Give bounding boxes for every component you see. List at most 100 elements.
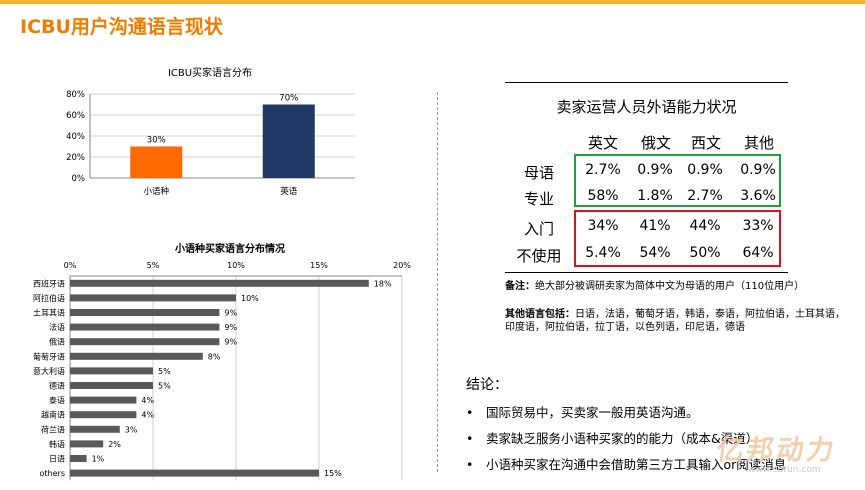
- table-cell: 50%: [689, 245, 721, 261]
- other-languages-text: 日语，法语，葡萄牙语，韩语，泰语，阿拉伯语，土耳其语，印度语，阿拉伯语，拉丁语，…: [505, 309, 845, 333]
- chart2-data-label: 4%: [141, 411, 154, 420]
- chart2-bar: [70, 382, 153, 389]
- chart2-y-label: 土耳其语: [33, 308, 65, 318]
- chart2-bar: [70, 396, 137, 404]
- table-cell: 34%: [587, 218, 619, 234]
- chart2-bar: [70, 411, 137, 419]
- chart2-bar: [70, 309, 220, 316]
- table-cell: 5.4%: [585, 245, 621, 261]
- conclusion-item: • 国际贸易中，买卖家一般用英语沟通。: [466, 402, 699, 421]
- chart2-bar: [70, 279, 369, 287]
- chart2-bar: [70, 294, 236, 302]
- table-row-label: 不使用: [516, 247, 562, 265]
- chart1-y-tick-label: 40%: [66, 132, 85, 142]
- table-col-header: 俄文: [640, 134, 671, 152]
- chart2-y-label: 越南语: [41, 410, 65, 420]
- chart2-data-label: 9%: [224, 323, 237, 332]
- chart2-data-label: 1%: [92, 455, 105, 464]
- table-cell: 44%: [689, 218, 721, 234]
- watermark-logo: 亿邦动力: [714, 435, 839, 466]
- chart2-y-label: 俄语: [49, 337, 65, 347]
- table-cell: 64%: [742, 245, 774, 261]
- table-cell: 3.6%: [740, 188, 776, 204]
- native-professional-highlight-box: [574, 154, 781, 207]
- chart2-data-label: 8%: [208, 352, 221, 361]
- table-cell: 41%: [639, 218, 671, 234]
- other-languages-note: 其他语言包括：日语，法语，葡萄牙语，韩语，泰语，阿拉伯语，土耳其语，印度语，阿拉…: [505, 308, 845, 334]
- chart2-bar: [70, 425, 120, 433]
- chart2-bar: [70, 367, 153, 375]
- bullet-icon: •: [466, 431, 474, 446]
- chart2-x-tick-label: 20%: [393, 261, 411, 270]
- chart2-bar: [70, 338, 220, 346]
- chart2-y-label: 荷兰语: [41, 424, 65, 434]
- remark-text: 绝大部分被调研卖家为简体中文为母语的用户（110位用户）: [535, 281, 805, 292]
- chart2-x-ticks: 0% 5% 10% 15% 20%: [64, 261, 412, 270]
- chart2-y-label: others: [40, 469, 65, 478]
- table-col-header: 西文: [690, 134, 721, 152]
- conclusion-item: • 卖家缺乏服务小语种买家的的能力（成本&渠道）: [466, 428, 758, 447]
- chart1-y-tick-label: 0%: [72, 174, 86, 184]
- chart1-bars: [130, 104, 315, 178]
- conclusion-text: 卖家缺乏服务小语种买家的的能力（成本&渠道）: [486, 431, 759, 446]
- table-cell: 33%: [742, 218, 774, 234]
- conclusion-text: 小语种买家在沟通中会借助第三方工具输入or阅读消息: [486, 457, 787, 472]
- chart2-y-label: 法语: [49, 322, 65, 332]
- chart2-data-label: 9%: [224, 338, 237, 347]
- chart1-y-tick-label: 80%: [66, 90, 85, 100]
- chart2-y-label: 韩语: [49, 439, 65, 449]
- chart2-y-label: 葡萄牙语: [33, 351, 65, 361]
- chart1-y-ticks: 0% 20% 40% 60% 80%: [66, 90, 85, 184]
- chart2-y-label: 德语: [49, 381, 65, 391]
- chart2-x-tick-label: 5%: [147, 261, 160, 270]
- chart2-bar: [70, 352, 203, 360]
- chart2-bars: [70, 279, 369, 477]
- section-divider: [437, 92, 438, 472]
- chart1-y-tick-label: 20%: [66, 153, 85, 163]
- bullet-icon: •: [466, 457, 474, 472]
- remark-note: 备注：绝大部分被调研卖家为简体中文为母语的用户（110位用户）: [505, 280, 845, 294]
- table-top-rule: [505, 82, 788, 83]
- beginner-unused-highlight-box: [574, 210, 781, 267]
- table-row-label: 专业: [523, 190, 554, 208]
- table-cell: 54%: [639, 245, 671, 261]
- chart1-x-label: 英语: [280, 186, 298, 197]
- table-bottom-rule: [505, 272, 788, 273]
- chart1-bar: [262, 104, 315, 178]
- chart1-x-label: 小语种: [143, 186, 169, 197]
- chart2-data-label: 4%: [141, 396, 154, 405]
- slide-title: ICBU用户沟通语言现状: [20, 16, 223, 38]
- buyer-language-chart: ICBU买家语言分布 0% 20% 40% 60% 80% 小语种 英语 30% 70%: [66, 66, 355, 197]
- table-cell: 0.9%: [637, 162, 673, 178]
- chart2-data-labels: 18%10%9%9%9%8%5%5%4%4%3%2%1%15%: [92, 279, 392, 478]
- chart2-y-label: 日语: [49, 454, 65, 464]
- table-col-header: 英文: [587, 134, 618, 152]
- chart2-y-label: 意大利语: [33, 366, 65, 376]
- table-cell: 58%: [587, 188, 619, 204]
- table-cell: 1.8%: [637, 188, 673, 204]
- remark-label: 备注：: [505, 281, 535, 292]
- conclusion-text: 国际贸易中，买卖家一般用英语沟通。: [486, 405, 699, 420]
- table-cell: 2.7%: [687, 188, 723, 204]
- chart2-y-label: 阿拉伯语: [33, 293, 65, 303]
- chart2-bar: [70, 469, 319, 477]
- bullet-icon: •: [466, 405, 474, 420]
- chart1-data-label: 30%: [147, 136, 166, 146]
- chart1-y-tick-label: 60%: [66, 111, 85, 121]
- table-cell: 0.9%: [740, 162, 776, 178]
- other-languages-label: 其他语言包括：: [505, 309, 575, 320]
- watermark-url: www.ebrun.com: [748, 465, 821, 475]
- conclusion-title: 结论：: [466, 377, 508, 393]
- chart2-data-label: 9%: [224, 309, 237, 318]
- chart2-bar: [70, 455, 87, 462]
- minor-language-chart: 小语种买家语言分布情况 0% 5% 10% 15% 20% 西班牙语阿拉伯语土耳其语法语…: [33, 242, 412, 481]
- chart1-gridlines: [89, 93, 355, 179]
- chart2-data-label: 5%: [158, 382, 171, 391]
- chart1-x-labels: 小语种 英语: [143, 186, 297, 197]
- chart2-bar: [70, 440, 104, 448]
- chart2-data-label: 5%: [158, 367, 171, 376]
- table-cell: 2.7%: [585, 162, 621, 178]
- chart2-x-tick-label: 10%: [227, 261, 245, 270]
- chart1-title: ICBU买家语言分布: [168, 66, 252, 79]
